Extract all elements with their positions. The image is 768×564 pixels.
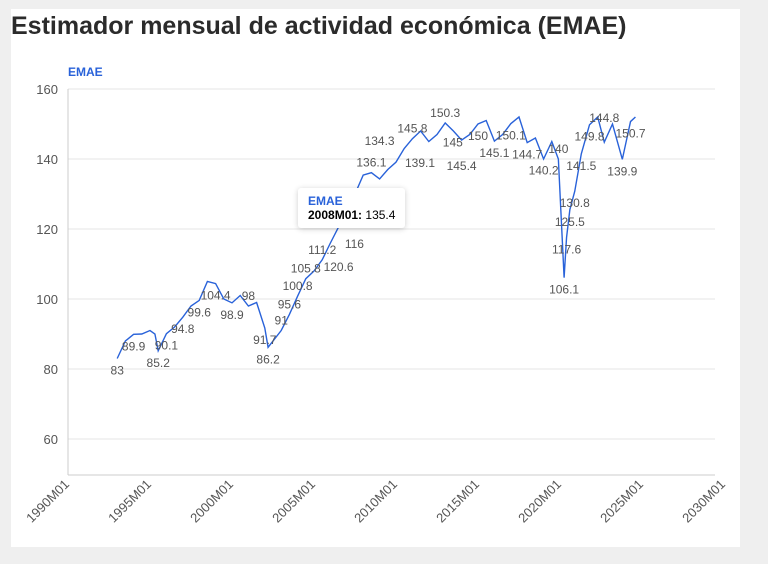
data-label: 91 (275, 314, 289, 328)
data-label: 150 (468, 129, 488, 143)
tooltip-value: 135.4 (365, 208, 396, 222)
data-label: 150.1 (496, 129, 526, 143)
legend-label: EMAE (68, 65, 103, 79)
y-tick-label: 60 (44, 432, 58, 447)
data-label: 117.6 (552, 242, 581, 256)
data-label: 149.8 (575, 130, 605, 144)
data-label: 145.1 (479, 146, 509, 160)
x-tick-label: 2015M01 (433, 477, 482, 526)
y-tick-label: 140 (36, 152, 58, 167)
data-label: 116 (345, 237, 364, 251)
x-tick-label: 2010M01 (351, 477, 400, 526)
data-label: 145 (443, 136, 463, 150)
y-tick-label: 160 (36, 82, 58, 97)
data-label: 140 (548, 142, 568, 156)
data-label: 91.7 (253, 333, 277, 347)
data-label: 145.8 (397, 122, 427, 136)
data-label: 89.9 (122, 339, 146, 353)
series-line (116, 115, 636, 359)
data-label: 139.9 (607, 164, 637, 178)
tooltip: EMAE 2008M01: 135.4 (298, 188, 406, 228)
data-label: 105.8 (291, 262, 321, 276)
data-label: 104.4 (201, 289, 231, 303)
data-label: 90.1 (155, 339, 179, 353)
data-label: 144.8 (589, 111, 619, 125)
x-tick-label: 1995M01 (105, 477, 154, 526)
data-label: 94.8 (171, 322, 195, 336)
tooltip-label: 2008M01: (308, 208, 363, 222)
x-tick-label: 1990M01 (23, 477, 72, 526)
data-label: 134.3 (365, 134, 395, 148)
data-label: 145.4 (447, 159, 477, 173)
data-label: 85.2 (147, 356, 171, 370)
data-label: 98 (242, 289, 256, 303)
x-tick-label: 2025M01 (597, 477, 646, 526)
data-label: 144.7 (512, 148, 542, 162)
data-label: 111.2 (308, 243, 337, 257)
data-label: 99.6 (188, 305, 212, 319)
x-tick-label: 2020M01 (515, 477, 564, 526)
chart-card (11, 9, 740, 547)
x-tick-label: 2030M01 (679, 477, 728, 526)
data-label: 136.1 (356, 156, 386, 170)
data-label: 150.7 (616, 127, 646, 141)
data-label: 130.8 (560, 196, 590, 210)
data-label: 125.5 (555, 215, 585, 229)
x-tick-label: 2005M01 (269, 477, 318, 526)
y-tick-label: 120 (36, 222, 58, 237)
chart-title: Estimador mensual de actividad económica… (11, 12, 627, 40)
data-label: 120.6 (324, 260, 354, 274)
data-label: 86.2 (256, 352, 280, 366)
x-tick-label: 2000M01 (187, 477, 236, 526)
data-label: 95.6 (278, 297, 302, 311)
tooltip-series: EMAE (308, 194, 343, 208)
data-label: 141.5 (566, 159, 596, 173)
data-label: 140.2 (529, 163, 559, 177)
data-label: 98.9 (220, 308, 244, 322)
y-tick-label: 80 (44, 362, 58, 377)
data-label: 100.8 (283, 279, 313, 293)
data-label: 150.3 (430, 106, 460, 120)
data-label: 83 (111, 364, 125, 378)
data-label: 106.1 (549, 283, 579, 297)
y-tick-label: 100 (36, 292, 58, 307)
data-label: 139.1 (405, 156, 435, 170)
